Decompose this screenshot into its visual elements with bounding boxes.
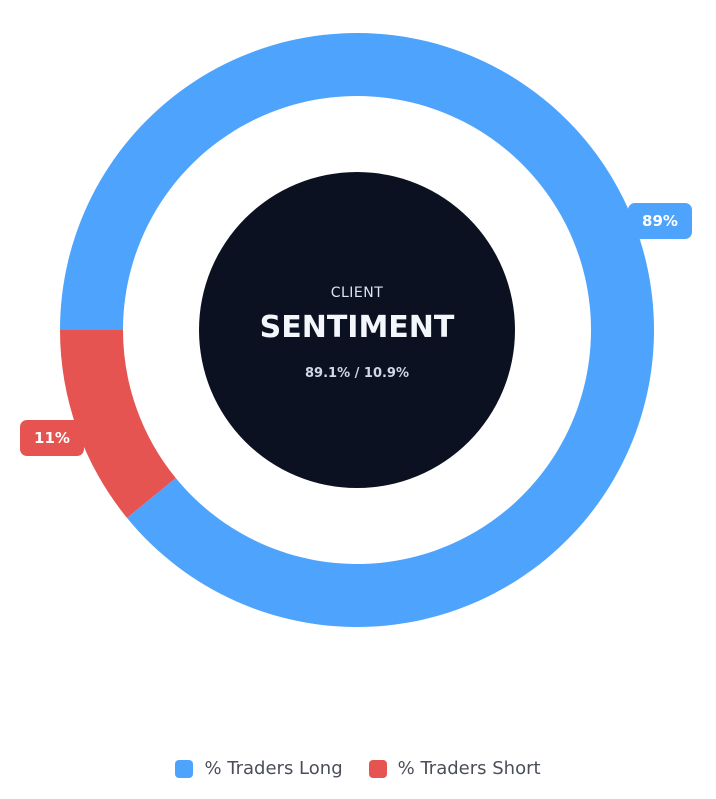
legend-label-short: % Traders Short (397, 758, 541, 779)
badge-long-bg (628, 203, 692, 239)
donut-slices (60, 33, 654, 628)
legend-item-short[interactable]: % Traders Short (368, 758, 541, 779)
badge-long: 89% (628, 203, 692, 239)
center-big-label: SENTIMENT (260, 310, 455, 345)
center-small-label: CLIENT (331, 285, 384, 301)
badge-long-text: 89% (642, 212, 678, 230)
badge-short: 11% (20, 420, 84, 456)
badge-short-bg (20, 420, 84, 456)
legend-swatch-long (175, 759, 194, 778)
legend-label-long: % Traders Long (204, 758, 343, 779)
donut-chart: CLIENT SENTIMENT 89.1% / 10.9% 89% 11% (20, 33, 692, 628)
badge-short-text: 11% (34, 429, 70, 447)
center-disc (199, 172, 515, 488)
legend: % Traders Long % Traders Short (0, 758, 716, 779)
legend-swatch-short (368, 759, 387, 778)
slice-short[interactable] (60, 330, 176, 518)
legend-item-long[interactable]: % Traders Long (175, 758, 343, 779)
slice-badges: 89% 11% (20, 203, 692, 456)
center-ratio-text: 89.1% / 10.9% (305, 366, 409, 381)
